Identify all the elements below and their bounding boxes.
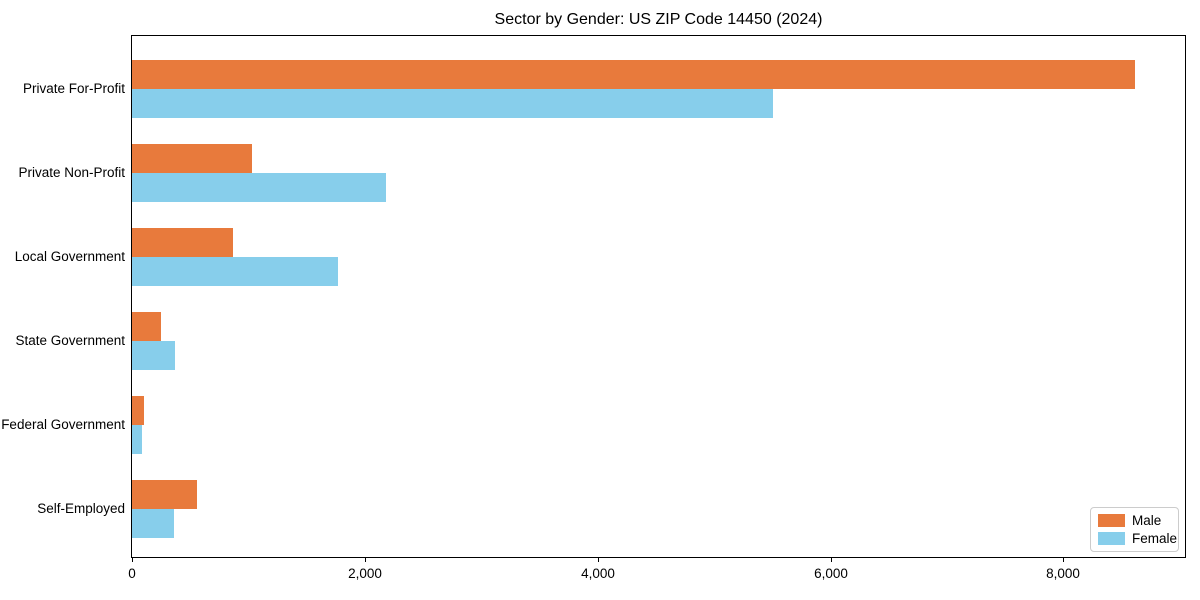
bar-male-private-for-profit [132, 60, 1135, 89]
x-tick-label-0: 0 [128, 566, 136, 581]
category-label-federal-government: Federal Government [1, 417, 125, 432]
legend-item-female: Female [1098, 530, 1178, 546]
bar-female-state-government [132, 341, 175, 370]
bar-male-private-non-profit [132, 144, 252, 173]
legend-item-male: Male [1098, 512, 1178, 528]
legend-swatch-male [1098, 514, 1125, 527]
bar-male-local-government [132, 228, 233, 257]
bar-female-local-government [132, 257, 338, 286]
category-label-self-employed: Self-Employed [37, 501, 125, 516]
bar-male-self-employed [132, 480, 197, 509]
legend-label-male: Male [1132, 512, 1162, 528]
x-tick-mark-2000 [365, 558, 366, 562]
x-tick-mark-4000 [598, 558, 599, 562]
x-tick-label-4000: 4,000 [581, 566, 615, 581]
bar-female-private-non-profit [132, 173, 386, 202]
plot-area [131, 35, 1186, 558]
x-tick-mark-8000 [1063, 558, 1064, 562]
x-tick-label-6000: 6,000 [814, 566, 848, 581]
x-tick-label-2000: 2,000 [348, 566, 382, 581]
legend-label-female: Female [1132, 530, 1178, 546]
category-label-private-for-profit: Private For-Profit [22, 81, 125, 96]
category-label-private-non-profit: Private Non-Profit [18, 165, 125, 180]
x-tick-mark-6000 [831, 558, 832, 562]
bar-male-state-government [132, 312, 161, 341]
chart-title: Sector by Gender: US ZIP Code 14450 (202… [494, 11, 823, 28]
x-tick-label-8000: 8,000 [1046, 566, 1080, 581]
category-label-local-government: Local Government [14, 249, 125, 264]
bar-male-federal-government [132, 396, 144, 425]
bar-female-self-employed [132, 509, 174, 538]
bar-female-private-for-profit [132, 89, 773, 118]
bar-female-federal-government [132, 425, 142, 454]
category-label-state-government: State Government [15, 333, 125, 348]
legend-swatch-female [1098, 532, 1125, 545]
legend: Male Female [1090, 507, 1179, 552]
x-tick-mark-0 [132, 558, 133, 562]
